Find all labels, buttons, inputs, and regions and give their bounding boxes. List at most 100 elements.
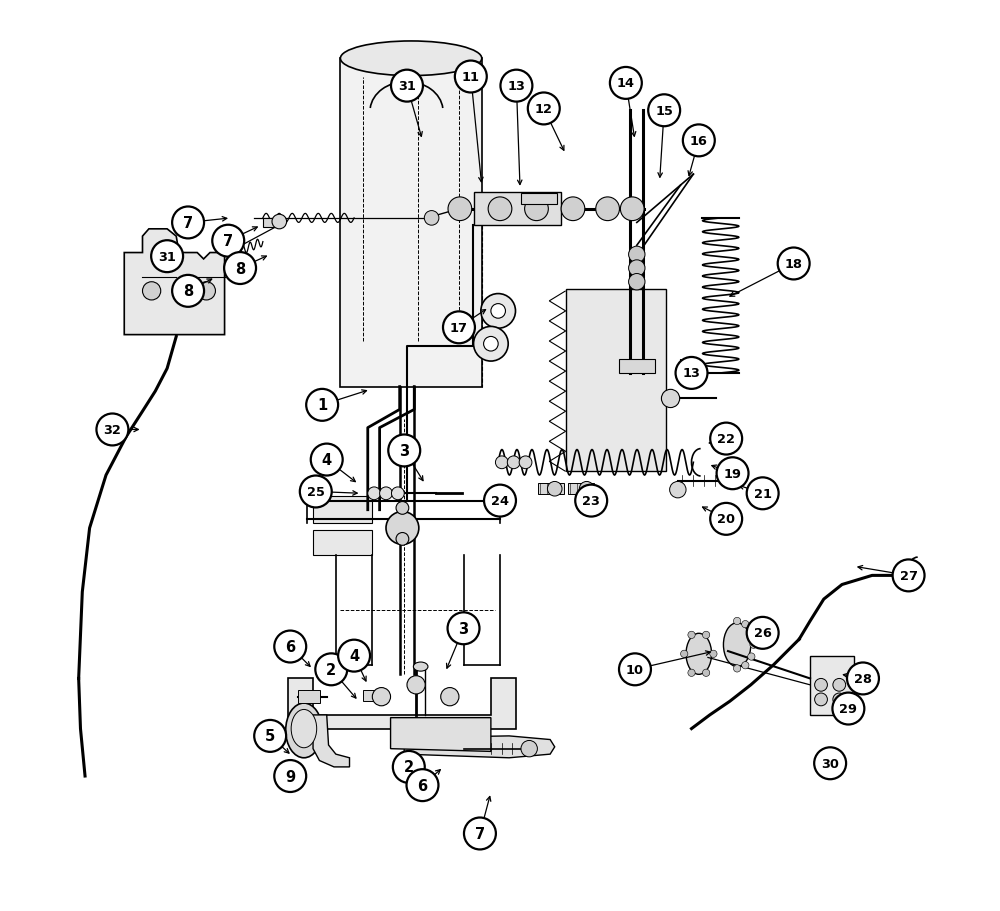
Circle shape (710, 650, 717, 658)
Circle shape (742, 620, 749, 628)
Circle shape (455, 61, 487, 94)
Circle shape (491, 304, 505, 319)
Text: 21: 21 (754, 487, 772, 500)
Circle shape (519, 456, 532, 469)
Bar (521, 194, 557, 205)
Circle shape (448, 612, 479, 645)
Circle shape (833, 679, 846, 691)
Circle shape (702, 631, 710, 639)
Circle shape (424, 211, 439, 226)
Circle shape (488, 198, 512, 221)
Text: 6: 6 (417, 778, 428, 793)
Circle shape (96, 414, 128, 445)
Bar (263, 219, 281, 228)
Text: 7: 7 (183, 216, 193, 230)
Circle shape (391, 487, 404, 500)
Circle shape (306, 389, 338, 421)
Text: 7: 7 (223, 234, 233, 249)
Circle shape (481, 294, 516, 329)
Circle shape (747, 477, 779, 509)
Circle shape (393, 751, 425, 783)
Text: 1: 1 (317, 398, 327, 413)
Circle shape (441, 688, 459, 706)
Circle shape (676, 357, 707, 390)
Bar (568, 484, 594, 495)
Circle shape (575, 485, 607, 517)
Circle shape (172, 207, 204, 239)
Circle shape (142, 282, 161, 301)
Circle shape (372, 688, 391, 706)
Circle shape (396, 533, 409, 546)
Bar (538, 484, 564, 495)
Circle shape (407, 676, 425, 694)
Text: 14: 14 (617, 77, 635, 90)
Circle shape (391, 70, 423, 103)
Circle shape (386, 512, 419, 545)
Text: 20: 20 (717, 513, 735, 526)
Circle shape (748, 630, 755, 637)
Circle shape (742, 662, 749, 670)
Text: 32: 32 (103, 424, 121, 436)
Circle shape (610, 67, 642, 100)
Circle shape (750, 641, 757, 649)
Circle shape (681, 650, 688, 658)
Ellipse shape (723, 623, 751, 667)
Polygon shape (124, 230, 225, 335)
Circle shape (661, 390, 680, 408)
Text: 29: 29 (839, 702, 857, 715)
Text: 11: 11 (462, 71, 480, 84)
Circle shape (300, 476, 332, 508)
Circle shape (525, 198, 548, 221)
Text: 2: 2 (404, 760, 414, 774)
Circle shape (579, 482, 594, 496)
Text: 8: 8 (183, 284, 193, 299)
Circle shape (507, 456, 520, 469)
Circle shape (151, 241, 183, 273)
Circle shape (547, 482, 562, 496)
Bar (313, 530, 372, 556)
Polygon shape (391, 718, 491, 752)
Circle shape (443, 312, 475, 344)
Circle shape (893, 559, 925, 592)
Polygon shape (404, 724, 555, 758)
Text: 25: 25 (307, 486, 325, 498)
Circle shape (448, 198, 472, 221)
Text: 3: 3 (458, 621, 469, 636)
Circle shape (484, 485, 516, 517)
Text: 6: 6 (285, 640, 295, 654)
Polygon shape (288, 679, 516, 729)
Circle shape (733, 618, 741, 625)
Circle shape (254, 720, 286, 752)
Circle shape (338, 640, 370, 672)
Circle shape (172, 275, 204, 308)
Bar (313, 496, 372, 524)
Circle shape (380, 487, 392, 500)
Circle shape (717, 457, 749, 490)
Text: 31: 31 (158, 251, 176, 263)
Circle shape (702, 670, 710, 677)
Circle shape (396, 502, 409, 515)
Ellipse shape (340, 42, 482, 77)
Bar (340, 59, 482, 387)
Circle shape (710, 503, 742, 535)
Text: 18: 18 (785, 258, 803, 271)
Bar (810, 656, 854, 715)
Circle shape (748, 653, 755, 660)
Circle shape (670, 482, 686, 498)
Text: 23: 23 (582, 495, 600, 507)
Circle shape (224, 252, 256, 284)
Circle shape (596, 198, 619, 221)
Text: 4: 4 (349, 649, 359, 663)
Text: 2: 2 (326, 662, 336, 677)
Circle shape (710, 423, 742, 455)
Circle shape (778, 248, 810, 281)
Text: 13: 13 (507, 80, 525, 93)
Text: 8: 8 (235, 261, 245, 276)
Circle shape (212, 225, 244, 257)
Text: 26: 26 (754, 627, 772, 640)
Text: 31: 31 (398, 80, 416, 93)
Text: 22: 22 (717, 433, 735, 445)
Text: 17: 17 (450, 322, 468, 334)
Ellipse shape (286, 703, 322, 758)
Ellipse shape (686, 634, 712, 674)
